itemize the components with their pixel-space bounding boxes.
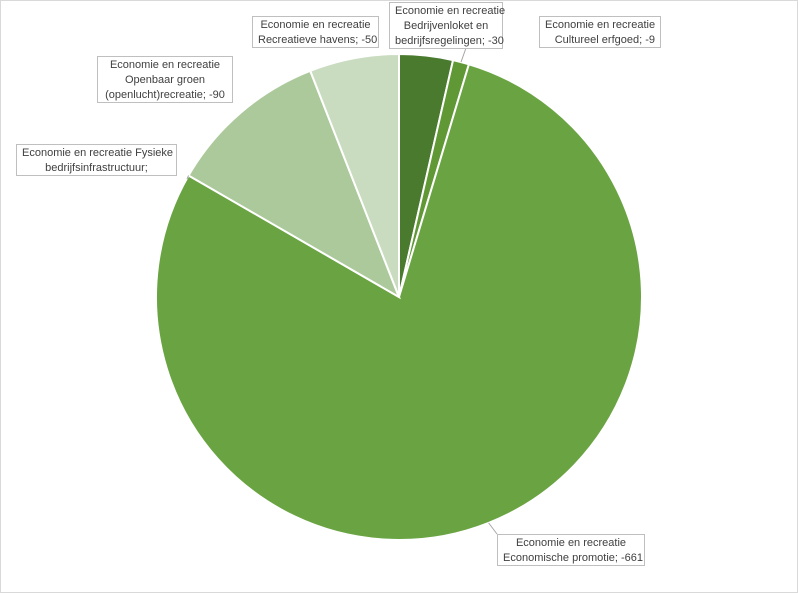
data-label-promotie: Economie en recreatie Economische promot… [497, 534, 645, 566]
data-label-bedrijvenloket: Economie en recreatie Bedrijvenloket en … [389, 2, 505, 49]
data-label-havens: Economie en recreatie Recreatieve havens… [252, 16, 379, 48]
pie-slice [187, 69, 401, 300]
pie-slice [308, 52, 400, 298]
leader-line [488, 522, 498, 535]
data-label-fysieke: Economie en recreatie Fysieke bedrijfsin… [16, 144, 177, 176]
data-label-erfgoed: Economie en recreatie Cultureel erfgoed;… [539, 16, 661, 48]
data-label-groen: Economie en recreatie Openbaar groen (op… [97, 56, 233, 103]
pie-slice [155, 63, 644, 541]
leader-line [460, 47, 467, 63]
leader-line [186, 175, 190, 180]
